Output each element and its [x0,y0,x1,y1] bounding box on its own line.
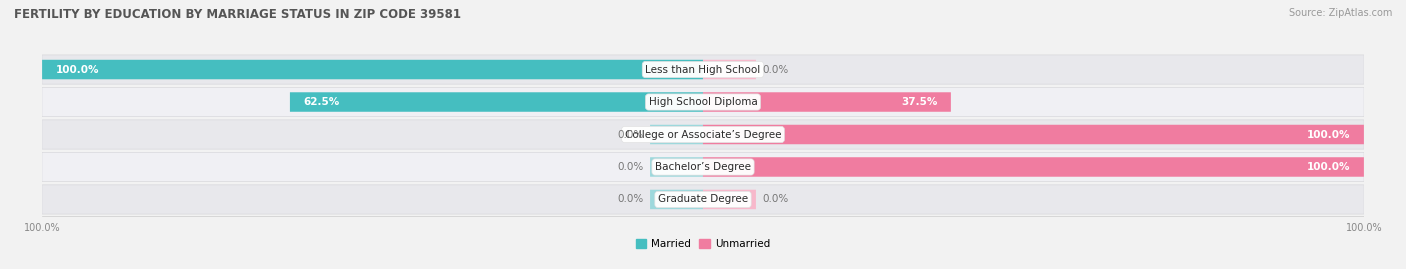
Text: 100.0%: 100.0% [1308,129,1351,140]
Legend: Married, Unmarried: Married, Unmarried [631,235,775,253]
FancyBboxPatch shape [290,92,703,112]
FancyBboxPatch shape [650,125,703,144]
FancyBboxPatch shape [42,60,703,79]
FancyBboxPatch shape [650,190,703,209]
Text: 0.0%: 0.0% [762,194,789,204]
FancyBboxPatch shape [703,92,950,112]
Text: 100.0%: 100.0% [55,65,98,75]
FancyBboxPatch shape [703,190,756,209]
FancyBboxPatch shape [703,157,1364,177]
FancyBboxPatch shape [42,120,1364,149]
Text: 0.0%: 0.0% [617,194,644,204]
FancyBboxPatch shape [42,185,1364,214]
Text: 0.0%: 0.0% [617,129,644,140]
Text: College or Associate’s Degree: College or Associate’s Degree [624,129,782,140]
Text: 0.0%: 0.0% [617,162,644,172]
Text: 62.5%: 62.5% [304,97,339,107]
FancyBboxPatch shape [703,60,756,79]
Text: Graduate Degree: Graduate Degree [658,194,748,204]
FancyBboxPatch shape [42,152,1364,182]
FancyBboxPatch shape [650,157,703,177]
Text: High School Diploma: High School Diploma [648,97,758,107]
Text: 37.5%: 37.5% [901,97,938,107]
Text: Bachelor’s Degree: Bachelor’s Degree [655,162,751,172]
Text: Less than High School: Less than High School [645,65,761,75]
FancyBboxPatch shape [703,125,1364,144]
Text: FERTILITY BY EDUCATION BY MARRIAGE STATUS IN ZIP CODE 39581: FERTILITY BY EDUCATION BY MARRIAGE STATU… [14,8,461,21]
FancyBboxPatch shape [42,55,1364,84]
Text: Source: ZipAtlas.com: Source: ZipAtlas.com [1288,8,1392,18]
Text: 0.0%: 0.0% [762,65,789,75]
Text: 100.0%: 100.0% [1308,162,1351,172]
FancyBboxPatch shape [42,87,1364,117]
